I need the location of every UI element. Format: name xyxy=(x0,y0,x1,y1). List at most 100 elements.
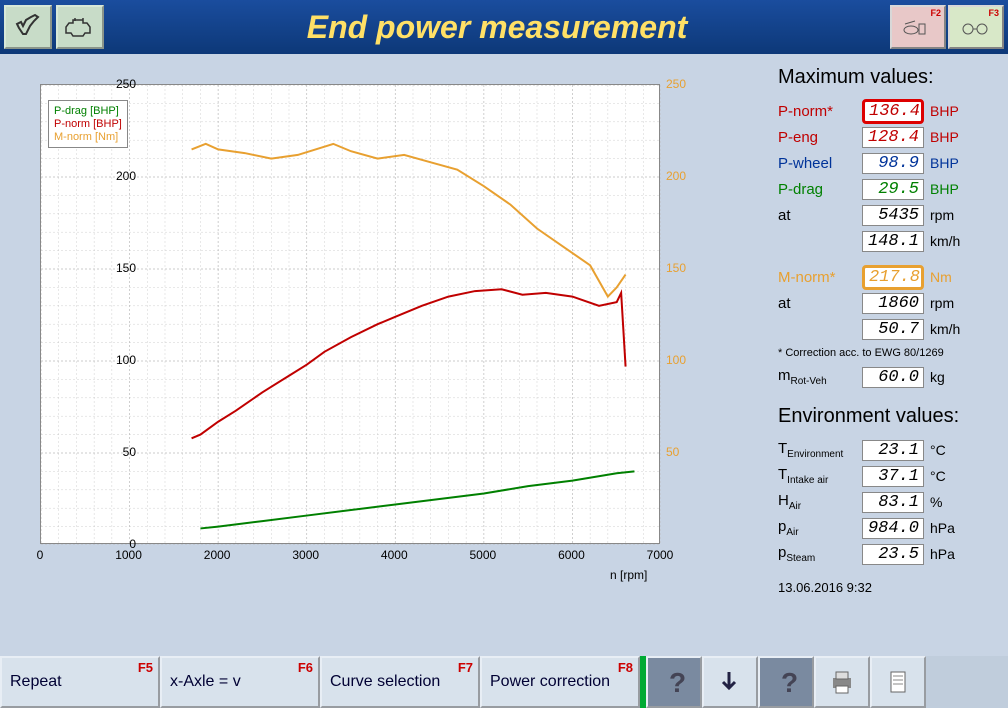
values-panel: Maximum values: P-norm* 136.4 BHP P-eng … xyxy=(768,54,1008,656)
value-unit: rpm xyxy=(930,295,954,311)
y-tick-left: 200 xyxy=(116,169,136,183)
footer-button-f7[interactable]: F7 Curve selection xyxy=(320,656,480,708)
env-row: pAir 984.0 hPa xyxy=(778,516,998,540)
value-row: at 5435 rpm xyxy=(778,203,998,227)
y-tick-right: 100 xyxy=(666,353,686,367)
chart-svg xyxy=(41,85,661,545)
footer-bar: F5 Repeat F6 x-Axle = v F7 Curve selecti… xyxy=(0,656,1008,708)
value-row: at 1860 rpm xyxy=(778,291,998,315)
env-unit: °C xyxy=(930,442,946,458)
value-unit: km/h xyxy=(930,233,960,249)
chart-area: P-drag [BHP] P-norm [BHP] M-norm [Nm] n … xyxy=(0,54,768,656)
svg-text:?: ? xyxy=(669,667,686,698)
x-axis-label: n [rpm] xyxy=(610,568,647,582)
footer-button-label: Curve selection xyxy=(330,673,470,691)
value-row: P-drag 29.5 BHP xyxy=(778,177,998,201)
legend-item: P-drag [BHP] xyxy=(54,105,122,117)
value-label: at xyxy=(778,295,862,312)
fkey-label: F7 xyxy=(458,660,473,675)
value-unit: BHP xyxy=(930,103,959,119)
y-tick-right: 200 xyxy=(666,169,686,183)
value-row: P-norm* 136.4 BHP xyxy=(778,99,998,123)
y-tick-left: 150 xyxy=(116,261,136,275)
arrow-down-button[interactable] xyxy=(702,656,758,708)
page-title: End power measurement xyxy=(108,9,886,46)
main-area: P-drag [BHP] P-norm [BHP] M-norm [Nm] n … xyxy=(0,54,1008,656)
help-button[interactable]: ? xyxy=(646,656,702,708)
toolbar-left xyxy=(0,1,108,53)
legend-item: M-norm [Nm] xyxy=(54,131,122,143)
env-value: 984.0 xyxy=(862,518,924,539)
env-value: 23.5 xyxy=(862,544,924,565)
value-number: 5435 xyxy=(862,205,924,226)
y-tick-right: 250 xyxy=(666,77,686,91)
footer-button-f8[interactable]: F8 Power correction xyxy=(480,656,640,708)
value-number: 128.4 xyxy=(862,127,924,148)
value-number: 98.9 xyxy=(862,153,924,174)
x-tick: 2000 xyxy=(204,548,231,562)
env-unit: hPa xyxy=(930,520,955,536)
x-tick: 7000 xyxy=(647,548,674,562)
toolbar-right: F2 F3 xyxy=(886,1,1008,53)
x-tick: 0 xyxy=(37,548,44,562)
timestamp: 13.06.2016 9:32 xyxy=(778,580,998,595)
x-tick: 1000 xyxy=(115,548,142,562)
value-label: P-norm* xyxy=(778,103,862,120)
value-unit: km/h xyxy=(930,321,960,337)
env-label: pSteam xyxy=(778,544,862,564)
page-icon xyxy=(881,666,915,698)
mode-button-f2[interactable]: F2 xyxy=(890,5,946,49)
x-tick: 5000 xyxy=(469,548,496,562)
value-row: 148.1 km/h xyxy=(778,229,998,253)
fkey-label: F6 xyxy=(298,660,313,675)
env-row: HAir 83.1 % xyxy=(778,490,998,514)
value-label: P-wheel xyxy=(778,155,862,172)
footer-button-f5[interactable]: F5 Repeat xyxy=(0,656,160,708)
y-tick-left: 250 xyxy=(116,77,136,91)
env-row: TIntake air 37.1 °C xyxy=(778,464,998,488)
env-label: TIntake air xyxy=(778,466,862,486)
question2-icon: ? xyxy=(769,666,803,698)
value-number: 1860 xyxy=(862,293,924,314)
mass-row: mRot-Veh 60.0 kg xyxy=(778,365,998,389)
ok-button[interactable] xyxy=(4,5,52,49)
env-label: HAir xyxy=(778,492,862,512)
value-unit: BHP xyxy=(930,129,959,145)
value-number: 217.8 xyxy=(862,265,924,290)
value-label: P-eng xyxy=(778,129,862,146)
correction-note: * Correction acc. to EWG 80/1269 xyxy=(778,347,998,359)
value-unit: rpm xyxy=(930,207,954,223)
value-row: 50.7 km/h xyxy=(778,317,998,341)
engine-button[interactable] xyxy=(56,5,104,49)
env-row: pSteam 23.5 hPa xyxy=(778,542,998,566)
print-icon xyxy=(825,666,859,698)
print-button[interactable] xyxy=(814,656,870,708)
help-icon: ? xyxy=(657,666,691,698)
value-number: 29.5 xyxy=(862,179,924,200)
env-label: pAir xyxy=(778,518,862,538)
env-value: 23.1 xyxy=(862,440,924,461)
x-tick: 4000 xyxy=(381,548,408,562)
value-number: 148.1 xyxy=(862,231,924,252)
fkey-label: F5 xyxy=(138,660,153,675)
value-row: P-eng 128.4 BHP xyxy=(778,125,998,149)
footer-button-label: x-Axle = v xyxy=(170,673,310,691)
mass-label: mRot-Veh xyxy=(778,367,862,387)
mass-value: 60.0 xyxy=(862,367,924,388)
footer-button-f6[interactable]: F6 x-Axle = v xyxy=(160,656,320,708)
y-tick-left: 50 xyxy=(123,445,136,459)
mode-button-f3[interactable]: F3 xyxy=(948,5,1004,49)
chart-plot xyxy=(40,84,660,544)
footer-button-label: Power correction xyxy=(490,673,630,691)
page-button[interactable] xyxy=(870,656,926,708)
env-value: 83.1 xyxy=(862,492,924,513)
env-unit: °C xyxy=(930,468,946,484)
x-tick: 6000 xyxy=(558,548,585,562)
legend-item: P-norm [BHP] xyxy=(54,118,122,130)
max-values-title: Maximum values: xyxy=(778,66,998,89)
env-unit: % xyxy=(930,494,942,510)
svg-text:?: ? xyxy=(781,667,798,698)
value-label: M-norm* xyxy=(778,269,862,286)
question2-button[interactable]: ? xyxy=(758,656,814,708)
value-number: 136.4 xyxy=(862,99,924,124)
